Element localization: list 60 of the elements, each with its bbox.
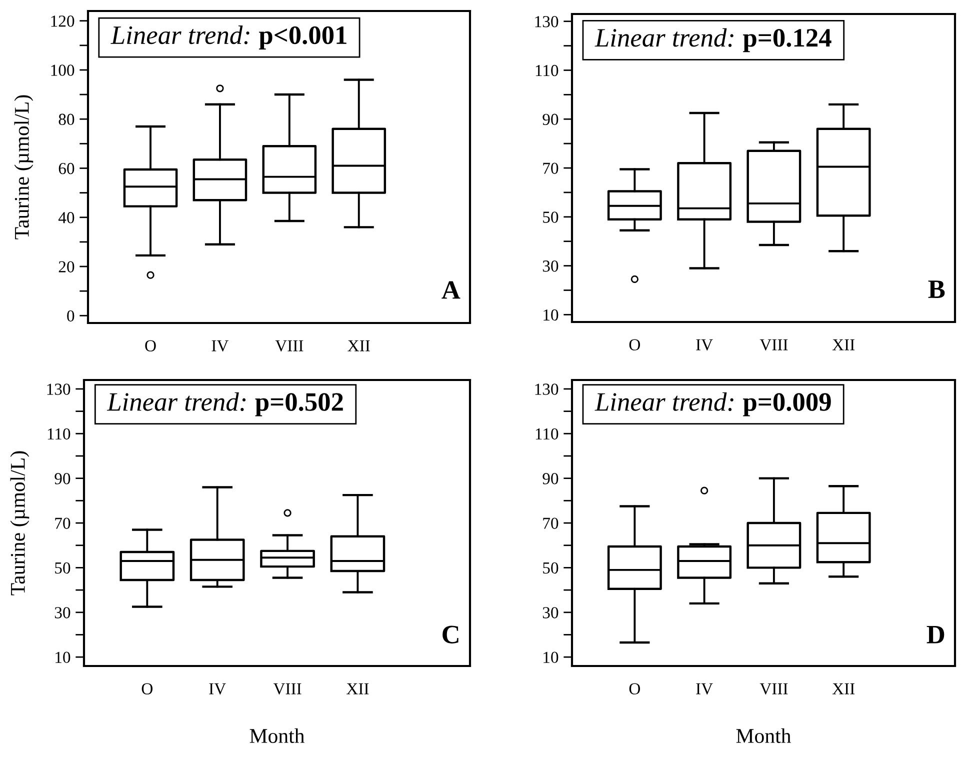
annotation: p=0.009 — [743, 393, 831, 416]
x-tick-label: IV — [209, 683, 226, 694]
x-tick-label: XII — [832, 339, 855, 350]
x-tick-label: IV — [696, 683, 713, 694]
y-tick-label: 110 — [536, 64, 558, 76]
y-tick-label: 50 — [543, 212, 558, 223]
y-tick-label: 90 — [542, 473, 558, 484]
text: D — [926, 626, 944, 644]
y-tick-label: 40 — [58, 212, 74, 224]
y-axis-title: Taurine (µmol/L) — [10, 451, 30, 596]
text: B — [928, 280, 945, 298]
y-tick-label: 130 — [47, 384, 70, 395]
y-tick-label: 130 — [535, 384, 558, 395]
y-axis-title: Taurine (µmol/L) — [14, 95, 34, 240]
annotation: Linear trend: — [106, 392, 246, 412]
x-tick-label: O — [142, 683, 152, 694]
annotation: p=0.124 — [743, 28, 832, 52]
y-tick-label: 110 — [48, 428, 70, 440]
x-tick-label: VIII — [760, 683, 788, 694]
y-tick-label: 10 — [544, 652, 558, 664]
text: A — [442, 281, 460, 299]
y-tick-label: 20 — [58, 261, 74, 272]
y-tick-label: 80 — [58, 114, 74, 126]
x-tick-label: XII — [832, 683, 855, 694]
y-tick-label: 100 — [51, 64, 74, 76]
x-tick-label: VIII — [273, 683, 302, 694]
y-tick-label: 120 — [51, 16, 74, 27]
x-tick-label: O — [629, 683, 640, 694]
y-tick-label: 130 — [535, 16, 558, 28]
annotation: Linear trend: — [110, 26, 250, 44]
annotation: Linear trend: — [594, 28, 734, 47]
y-tick-label: 50 — [543, 562, 558, 574]
y-tick-label: 0 — [67, 310, 74, 322]
y-tick-label: 60 — [58, 162, 74, 174]
y-tick-label: 30 — [54, 607, 70, 618]
x-tick-label: IV — [212, 340, 229, 352]
x-tick-label: O — [145, 340, 156, 352]
x-axis-title: Month — [736, 728, 792, 743]
y-tick-label: 90 — [542, 114, 558, 126]
y-tick-label: 70 — [543, 518, 558, 529]
y-tick-label: 70 — [543, 162, 558, 174]
annotation: Linear trend: — [594, 392, 734, 412]
x-tick-label: VIII — [760, 339, 788, 350]
y-tick-label: 10 — [544, 309, 558, 321]
x-tick-label: O — [629, 339, 640, 350]
x-tick-label: XII — [346, 683, 369, 694]
x-tick-label: VIII — [275, 340, 304, 352]
y-tick-label: 10 — [56, 652, 70, 664]
y-tick-label: 110 — [536, 428, 558, 440]
x-tick-label: IV — [696, 339, 713, 350]
x-tick-label: XII — [348, 340, 370, 352]
text: C — [442, 626, 458, 644]
y-tick-label: 50 — [55, 562, 70, 574]
x-axis-title: Month — [250, 728, 305, 743]
y-tick-label: 30 — [542, 260, 558, 272]
y-tick-label: 30 — [542, 607, 558, 618]
y-tick-label: 90 — [54, 473, 70, 484]
annotation: p=0.502 — [255, 393, 343, 416]
y-tick-label: 70 — [55, 518, 70, 529]
annotation: p<0.001 — [259, 26, 346, 50]
